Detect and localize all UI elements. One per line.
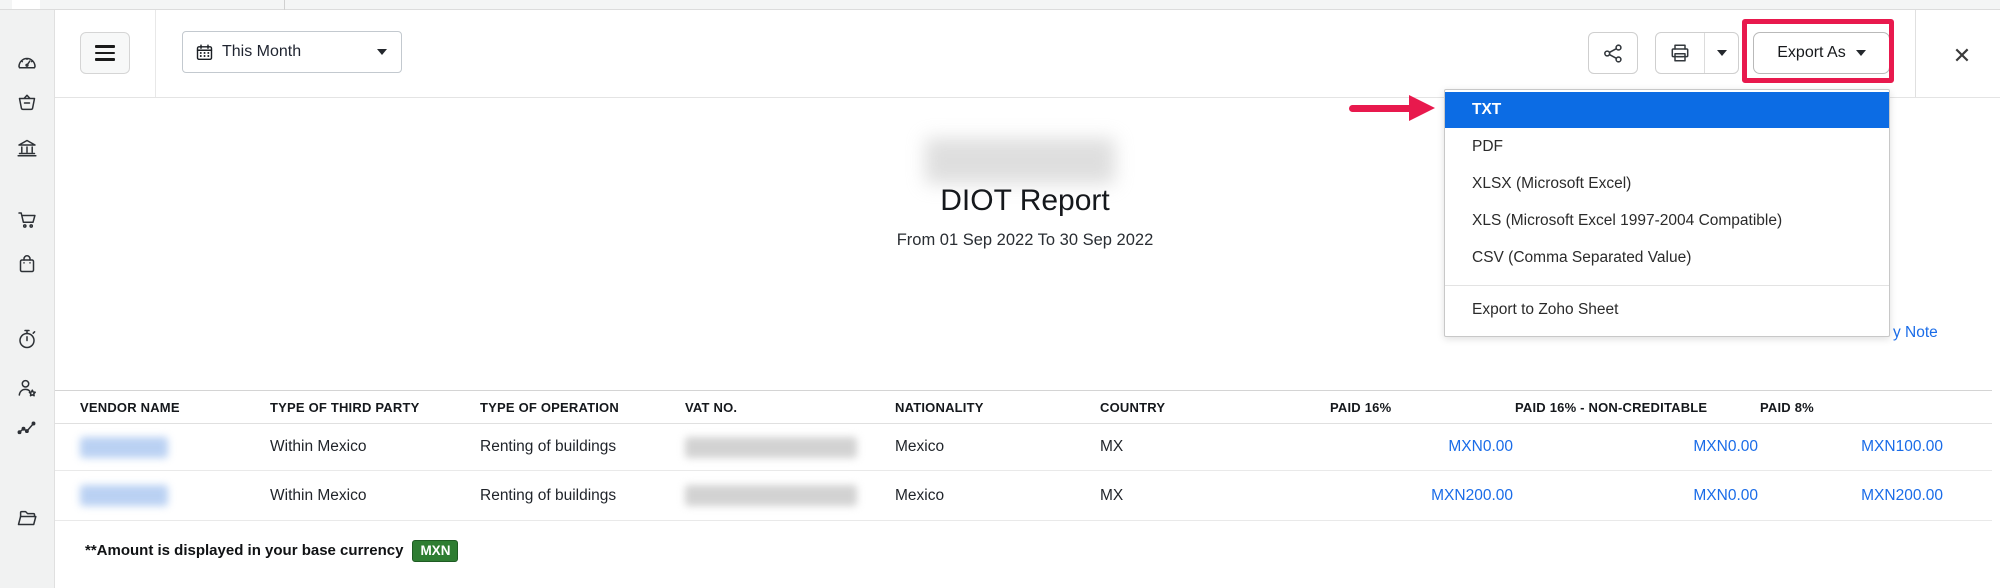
menu-toggle-button[interactable]: [80, 32, 130, 74]
sidebar-item-dashboard[interactable]: [0, 42, 54, 82]
vendor-name-link-redacted[interactable]: [80, 436, 168, 458]
col-nationality: NATIONALITY: [895, 390, 1100, 424]
share-button[interactable]: [1588, 32, 1638, 74]
paid-16-amount-link[interactable]: MXN200.00: [1431, 486, 1513, 504]
cell-type-of-third-party: Within Mexico: [270, 470, 480, 521]
close-button[interactable]: ✕: [1942, 40, 1982, 72]
cell-type-of-operation: Renting of buildings: [480, 470, 685, 521]
arrow-right-icon: [1409, 95, 1435, 121]
export-menu-item-txt[interactable]: TXT: [1445, 92, 1889, 128]
top-strip: [0, 0, 2000, 10]
vat-no-redacted: [685, 485, 857, 506]
sidebar-item-time-tracking[interactable]: [0, 319, 54, 359]
col-paid-8: PAID 8%: [1760, 390, 1992, 424]
table-row: Within Mexico Renting of buildings Mexic…: [55, 423, 1992, 471]
banking-bank-icon: [17, 139, 37, 157]
cell-country: MX: [1100, 470, 1330, 521]
time-stopwatch-icon: [19, 329, 36, 349]
col-vendor-name: VENDOR NAME: [55, 390, 270, 424]
export-menu-item-pdf[interactable]: PDF: [1472, 138, 1503, 155]
sidebar-item-banking[interactable]: [0, 128, 54, 168]
table-row: Within Mexico Renting of buildings Mexic…: [55, 470, 1992, 521]
diot-report-table: VENDOR NAME TYPE OF THIRD PARTY TYPE OF …: [55, 390, 1992, 521]
hamburger-icon: [95, 45, 115, 48]
export-as-label: Export As: [1777, 44, 1846, 61]
col-paid-16: PAID 16%: [1330, 390, 1515, 424]
share-icon: [1603, 43, 1622, 63]
vendor-name-link-redacted[interactable]: [80, 485, 168, 506]
sales-cart-icon: [18, 212, 36, 228]
items-basket-icon: [18, 94, 36, 111]
col-country: COUNTRY: [1100, 390, 1330, 424]
sidebar-item-reports[interactable]: [0, 408, 54, 448]
export-menu-item-zoho-sheet[interactable]: Export to Zoho Sheet: [1472, 301, 1619, 318]
dashboard-gauge-icon: [18, 57, 36, 69]
cell-country: MX: [1100, 423, 1330, 471]
col-paid-16-non-creditable: PAID 16% - NON-CREDITABLE: [1515, 390, 1760, 424]
accountant-person-star-icon: [18, 379, 36, 397]
menu-separator: [1445, 285, 1889, 286]
sidebar-item-sales[interactable]: [0, 200, 54, 240]
company-name-redacted: [925, 138, 1115, 184]
page-title: DIOT Report: [940, 184, 1110, 217]
paid-8-amount-link[interactable]: MXN200.00: [1861, 486, 1943, 504]
chevron-down-icon: [1716, 50, 1727, 56]
chevron-down-icon: [1855, 50, 1866, 56]
export-menu-item-csv[interactable]: CSV (Comma Separated Value): [1472, 249, 1692, 266]
paid-16-amount-link[interactable]: MXN0.00: [1448, 438, 1513, 455]
print-button[interactable]: [1656, 33, 1706, 73]
currency-badge: MXN: [412, 540, 459, 562]
documents-folder-icon: [17, 510, 37, 526]
export-menu-item-xls[interactable]: XLS (Microsoft Excel 1997-2004 Compatibl…: [1472, 212, 1783, 229]
export-as-button[interactable]: Export As: [1753, 32, 1890, 74]
currency-note-text: **Amount is displayed in your base curre…: [85, 542, 404, 560]
calendar-icon: [196, 44, 213, 60]
base-currency-note: **Amount is displayed in your base curre…: [85, 540, 459, 562]
cell-type-of-third-party: Within Mexico: [270, 423, 480, 471]
col-vat-no: VAT NO.: [685, 390, 895, 424]
export-menu: TXT PDF XLSX (Microsoft Excel) XLS (Micr…: [1444, 89, 1890, 337]
print-options-button[interactable]: [1705, 33, 1738, 73]
period-selector-dropdown[interactable]: This Month: [182, 31, 402, 73]
toolbar-divider-right: [1915, 10, 1916, 98]
toolbar-bottom-border: [55, 97, 2000, 98]
sidebar-item-items[interactable]: [0, 82, 54, 122]
reports-chart-icon: [17, 421, 36, 435]
purchases-bag-icon: [19, 255, 35, 273]
paid-16-nc-amount-link[interactable]: MXN0.00: [1693, 486, 1758, 504]
table-header-row: VENDOR NAME TYPE OF THIRD PARTY TYPE OF …: [55, 390, 1992, 424]
chevron-down-icon: [377, 49, 387, 55]
sidebar-item-documents[interactable]: [0, 498, 54, 538]
top-strip-notch: [12, 0, 40, 9]
cell-type-of-operation: Renting of buildings: [480, 423, 685, 471]
cell-nationality: Mexico: [895, 470, 1100, 521]
col-type-of-third-party: TYPE OF THIRD PARTY: [270, 390, 480, 424]
annotation-arrow: [1349, 95, 1438, 121]
toolbar-divider-left: [155, 10, 156, 98]
col-type-of-operation: TYPE OF OPERATION: [480, 390, 685, 424]
top-strip-divider: [284, 0, 285, 10]
printer-icon: [1671, 44, 1689, 62]
paid-16-nc-amount-link[interactable]: MXN0.00: [1693, 438, 1758, 455]
cell-nationality: Mexico: [895, 423, 1100, 471]
sidebar-item-purchases[interactable]: [0, 244, 54, 284]
report-date-range: From 01 Sep 2022 To 30 Sep 2022: [896, 231, 1154, 249]
period-selector-label: This Month: [222, 43, 302, 60]
export-menu-item-xlsx[interactable]: XLSX (Microsoft Excel): [1472, 175, 1632, 192]
sidebar-nav: [0, 10, 55, 588]
paid-8-amount-link[interactable]: MXN100.00: [1861, 438, 1943, 455]
sidebar-item-accountant[interactable]: [0, 368, 54, 408]
vat-no-redacted: [685, 436, 857, 458]
note-link-partial[interactable]: y Note: [1893, 324, 1938, 341]
print-split-button: [1655, 32, 1739, 74]
